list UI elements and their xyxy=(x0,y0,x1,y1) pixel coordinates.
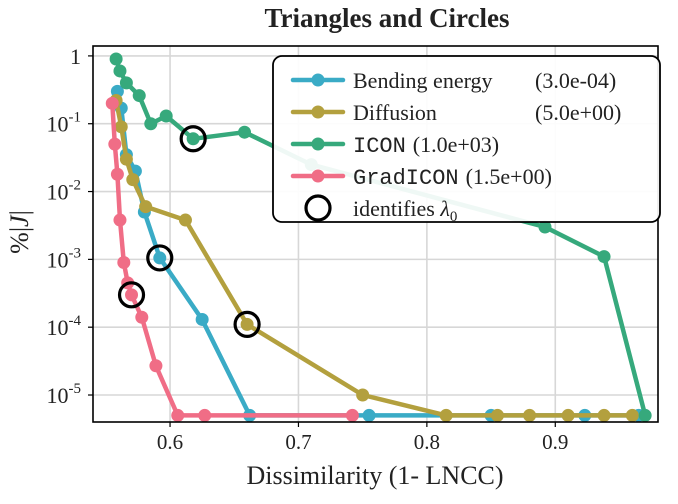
data-point-diffusion xyxy=(178,213,192,227)
data-point-icon xyxy=(113,64,127,78)
data-point-icon xyxy=(132,89,146,103)
data-point-bending-energy xyxy=(362,408,376,422)
data-point-diffusion xyxy=(139,200,153,214)
legend-swatch-point xyxy=(311,137,325,151)
legend-marker-swatch xyxy=(304,194,332,222)
x-tick-label: 0.7 xyxy=(285,430,311,454)
data-point-gradicon xyxy=(149,359,163,373)
plot-frame xyxy=(92,45,659,423)
data-point-diffusion xyxy=(625,408,639,422)
legend-label: ICON xyxy=(353,134,406,159)
data-point-bending-energy xyxy=(153,251,167,265)
data-point-diffusion xyxy=(439,408,453,422)
data-point-icon xyxy=(538,220,552,234)
x-axis-label: Dissimilarity (1- LNCC) xyxy=(246,461,503,490)
y-tick-label: 10-5 xyxy=(47,381,82,408)
x-tick-label: 0.6 xyxy=(157,430,183,454)
chart-title: Triangles and Circles xyxy=(264,3,509,33)
legend-entry-gradicon: GradICON (1.5e+00) xyxy=(290,164,552,191)
legend-entry-icon: ICON (1.0e+03) xyxy=(290,132,499,159)
legend-entry-bending-energy: Bending energy (3.0e-04) xyxy=(290,68,616,93)
data-point-gradicon xyxy=(171,408,185,422)
data-point-diffusion xyxy=(597,408,611,422)
legend-box xyxy=(272,55,661,223)
legend-lambda: (5.0e+00) xyxy=(535,100,621,125)
legend-entry-lambda0: identifies λ0 xyxy=(304,194,457,225)
data-point-gradicon xyxy=(105,96,119,110)
legend-lambda: (1.0e+03) xyxy=(413,132,499,157)
data-point-diffusion xyxy=(119,152,133,166)
data-point-diffusion xyxy=(240,317,254,331)
data-point-gradicon xyxy=(117,255,131,269)
data-point-diffusion xyxy=(561,408,575,422)
legend-lambda: (3.0e-04) xyxy=(535,68,616,93)
data-point-gradicon xyxy=(108,137,122,151)
lambda0-markers xyxy=(117,125,261,338)
y-axis-label: %|J| xyxy=(5,210,34,254)
data-point-icon xyxy=(119,76,133,90)
data-point-diffusion xyxy=(126,173,140,187)
series-layer xyxy=(105,52,652,422)
data-point-gradicon xyxy=(113,213,127,227)
data-point-diffusion xyxy=(356,388,370,402)
lambda0-marker-icon xyxy=(179,125,207,153)
series-gradicon xyxy=(105,96,359,422)
legend-entry-diffusion: Diffusion (5.0e+00) xyxy=(290,100,621,125)
data-point-diffusion xyxy=(490,408,504,422)
data-point-icon xyxy=(238,125,252,139)
data-point-icon xyxy=(109,52,123,66)
data-point-gradicon xyxy=(135,310,149,324)
legend-label: Diffusion xyxy=(353,100,437,125)
legend-swatch-point xyxy=(311,169,325,183)
data-point-icon xyxy=(638,408,652,422)
lambda0-marker-bending-energy xyxy=(146,244,174,272)
data-point-gradicon xyxy=(198,408,212,422)
data-point-gradicon xyxy=(110,167,124,181)
lambda0-marker-diffusion xyxy=(233,310,261,338)
y-tick-label: 10-2 xyxy=(47,178,82,205)
y-tick-label: 10-1 xyxy=(47,110,82,137)
y-axis-ticks: 1 10-1 10-2 10-3 10-4 10-5 xyxy=(47,44,93,408)
data-point-icon xyxy=(597,250,611,264)
legend-label: GradICON xyxy=(353,166,459,191)
series-diffusion xyxy=(109,94,639,422)
y-tick-label: 10-3 xyxy=(47,245,82,272)
x-tick-label: 0.9 xyxy=(542,430,568,454)
lambda0-marker-gradicon xyxy=(117,281,146,309)
legend-lambda: (1.5e+00) xyxy=(466,164,552,189)
data-point-gradicon xyxy=(345,408,359,422)
data-point-bending-energy xyxy=(195,312,209,326)
data-point-icon xyxy=(186,132,200,146)
data-point-diffusion xyxy=(523,408,537,422)
x-axis-ticks: 0.6 0.7 0.8 0.9 xyxy=(157,422,568,454)
data-point-gradicon xyxy=(125,288,139,302)
y-tick-label: 10-4 xyxy=(47,313,82,340)
legend: Bending energy (3.0e-04) Diffusion (5.0e+00… xyxy=(272,55,661,225)
x-tick-label: 0.8 xyxy=(414,430,440,454)
data-point-icon xyxy=(144,117,158,131)
legend-marker-label: identifies λ0 xyxy=(353,196,457,225)
y-tick-label: 1 xyxy=(70,44,81,69)
data-point-diffusion xyxy=(114,120,128,134)
data-point-icon xyxy=(159,109,173,123)
legend-swatch-point xyxy=(311,73,325,87)
legend-label: Bending energy xyxy=(353,68,493,93)
legend-swatch-point xyxy=(311,105,325,119)
